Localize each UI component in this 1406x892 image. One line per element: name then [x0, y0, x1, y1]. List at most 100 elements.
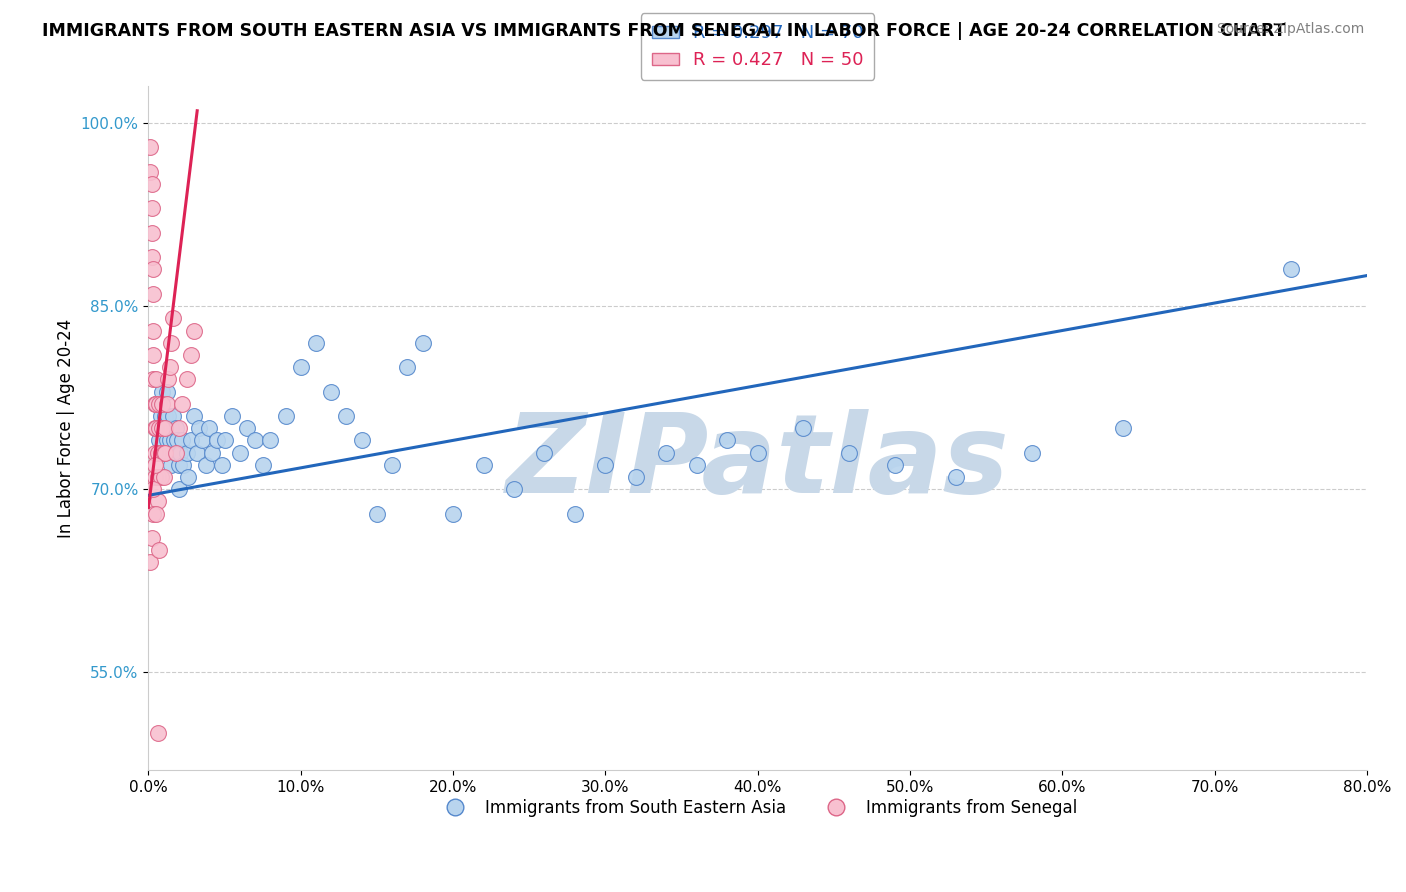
Point	[152, 445, 174, 459]
Point	[139, 165, 162, 179]
Point	[152, 470, 174, 484]
Point	[350, 434, 373, 448]
Point	[211, 458, 233, 472]
Point	[142, 262, 165, 277]
Point	[716, 434, 738, 448]
Point	[165, 445, 187, 459]
Point	[170, 434, 193, 448]
Point	[533, 445, 555, 459]
Point	[167, 458, 190, 472]
Point	[157, 372, 180, 386]
Point	[143, 458, 166, 472]
Point	[160, 421, 183, 435]
Point	[595, 458, 617, 472]
Point	[145, 397, 167, 411]
Point	[157, 409, 180, 423]
Point	[243, 434, 266, 448]
Point	[167, 421, 190, 435]
Point	[141, 226, 163, 240]
Point	[290, 360, 312, 375]
Point	[945, 470, 967, 484]
Point	[155, 409, 177, 423]
Point	[155, 421, 177, 435]
Point	[145, 507, 167, 521]
Point	[149, 470, 172, 484]
Point	[150, 384, 173, 399]
Point	[142, 372, 165, 386]
Point	[165, 445, 187, 459]
Point	[148, 434, 170, 448]
Text: Source: ZipAtlas.com: Source: ZipAtlas.com	[1216, 22, 1364, 37]
Point	[655, 445, 678, 459]
Point	[180, 348, 202, 362]
Point	[214, 434, 236, 448]
Point	[156, 397, 179, 411]
Point	[686, 458, 709, 472]
Point	[146, 494, 169, 508]
Point	[162, 409, 184, 423]
Point	[150, 397, 173, 411]
Point	[229, 445, 252, 459]
Point	[1021, 445, 1043, 459]
Point	[1279, 262, 1302, 277]
Point	[169, 445, 191, 459]
Point	[321, 384, 343, 399]
Point	[162, 311, 184, 326]
Point	[221, 409, 243, 423]
Point	[412, 335, 434, 350]
Point	[148, 421, 170, 435]
Y-axis label: In Labor Force | Age 20-24: In Labor Force | Age 20-24	[58, 318, 75, 538]
Point	[143, 445, 166, 459]
Point	[236, 421, 259, 435]
Point	[381, 458, 404, 472]
Point	[305, 335, 328, 350]
Text: IMMIGRANTS FROM SOUTH EASTERN ASIA VS IMMIGRANTS FROM SENEGAL IN LABOR FORCE | A: IMMIGRANTS FROM SOUTH EASTERN ASIA VS IM…	[42, 22, 1285, 40]
Point	[166, 434, 188, 448]
Point	[159, 360, 181, 375]
Point	[205, 434, 228, 448]
Point	[142, 324, 165, 338]
Point	[1112, 421, 1135, 435]
Point	[274, 409, 297, 423]
Point	[143, 397, 166, 411]
Point	[141, 202, 163, 216]
Point	[143, 421, 166, 435]
Point	[160, 458, 183, 472]
Point	[163, 434, 186, 448]
Point	[180, 434, 202, 448]
Point	[152, 445, 174, 459]
Point	[472, 458, 495, 472]
Point	[145, 397, 167, 411]
Point	[167, 482, 190, 496]
Point	[148, 397, 170, 411]
Point	[152, 421, 174, 435]
Point	[145, 421, 167, 435]
Point	[146, 445, 169, 459]
Point	[142, 348, 165, 362]
Point	[259, 434, 281, 448]
Text: ZIPatlas: ZIPatlas	[506, 409, 1010, 516]
Point	[366, 507, 388, 521]
Point	[176, 372, 198, 386]
Point	[183, 409, 205, 423]
Point	[190, 434, 212, 448]
Point	[142, 286, 165, 301]
Point	[177, 470, 200, 484]
Point	[159, 434, 181, 448]
Point	[141, 177, 163, 191]
Point	[170, 397, 193, 411]
Point	[139, 140, 162, 154]
Point	[148, 543, 170, 558]
Point	[142, 482, 165, 496]
Point	[146, 726, 169, 740]
Point	[173, 458, 195, 472]
Point	[201, 445, 224, 459]
Point	[838, 445, 860, 459]
Point	[187, 421, 209, 435]
Point	[335, 409, 357, 423]
Point	[183, 324, 205, 338]
Point	[143, 470, 166, 484]
Point	[141, 531, 163, 545]
Point	[149, 445, 172, 459]
Point	[441, 507, 464, 521]
